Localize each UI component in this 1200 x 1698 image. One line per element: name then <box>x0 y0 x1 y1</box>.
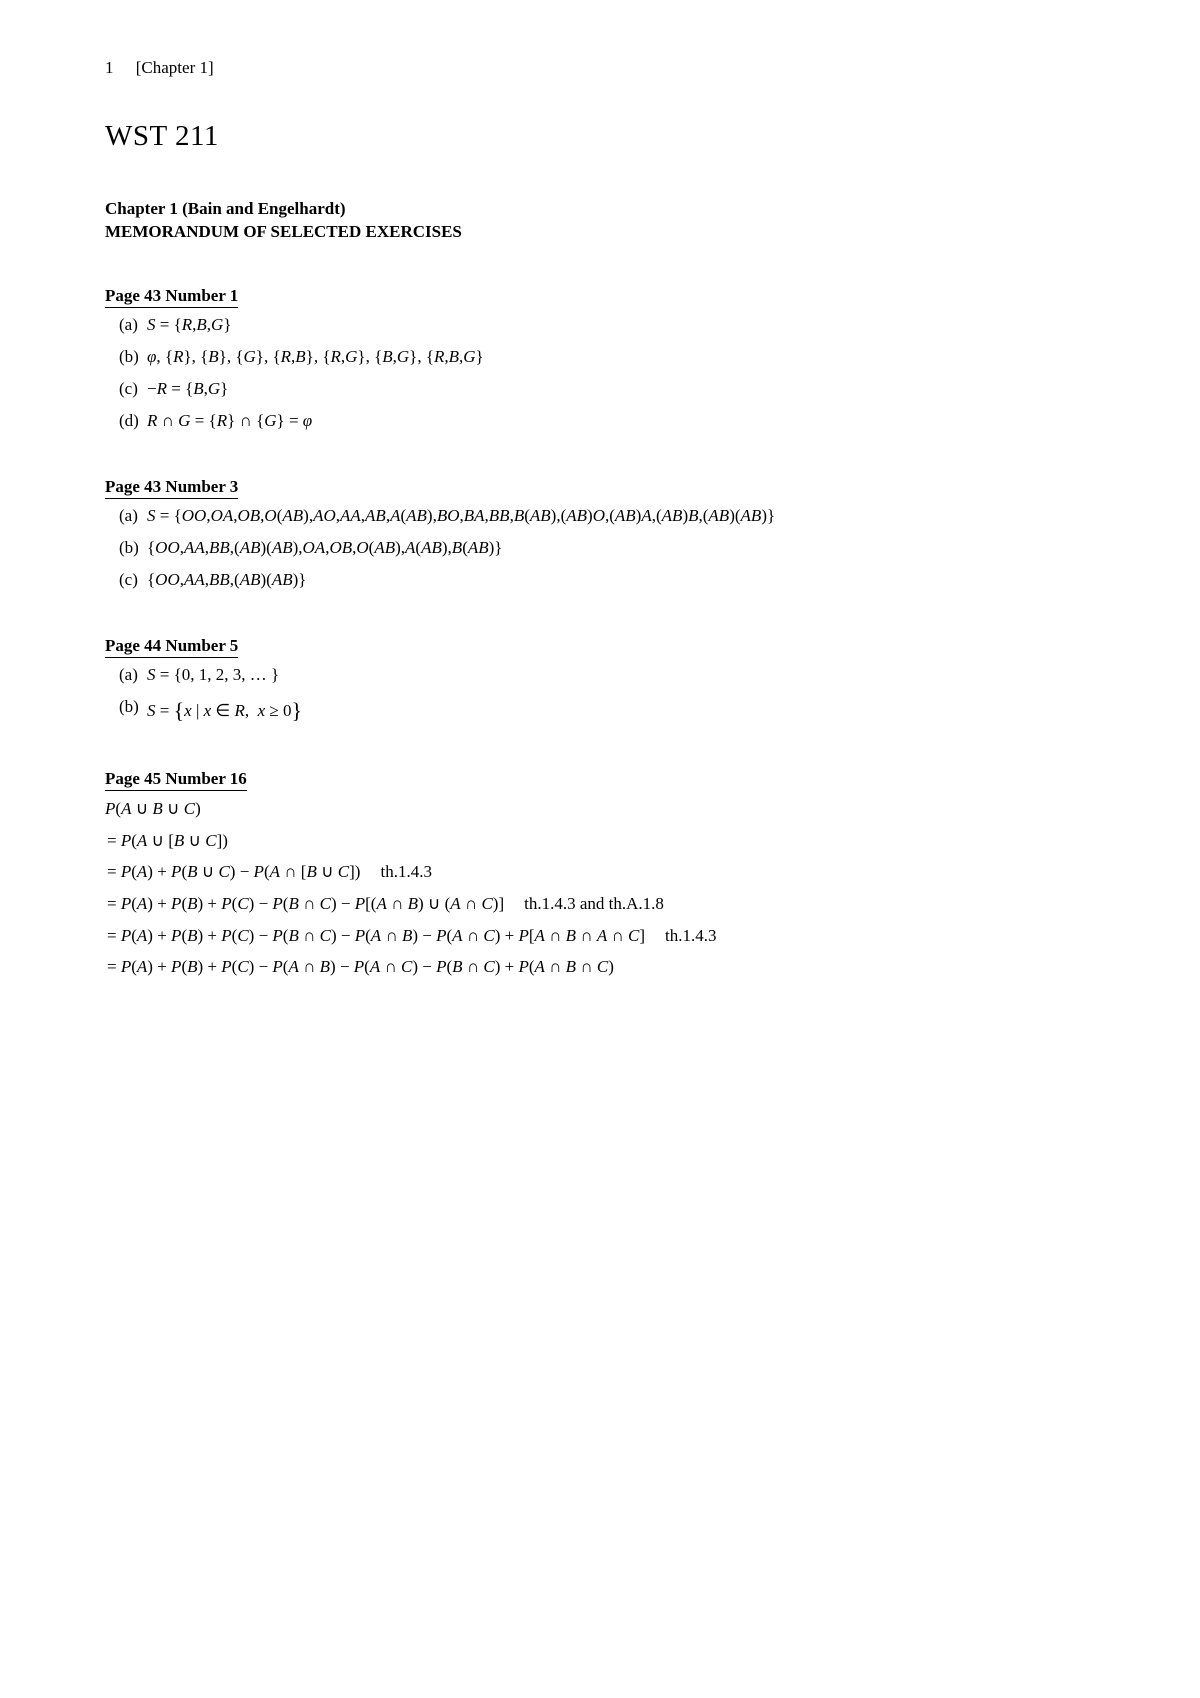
list-item: (a)S = {0, 1, 2, 3, … } <box>105 664 1100 687</box>
item-content: S = {R,B,G} <box>147 314 1100 337</box>
list-item: (a)S = {R,B,G} <box>105 314 1100 337</box>
section-heading: Page 45 Number 16 <box>105 769 247 791</box>
item-content: S = {OO,OA,OB,O(AB),AO,AA,AB,A(AB),BO,BA… <box>147 505 1100 528</box>
item-content: −R = {B,G} <box>147 378 1100 401</box>
proof-line: P(A ∪ B ∪ C) <box>105 797 1100 822</box>
item-label: (b) <box>105 346 147 369</box>
item-content: R ∩ G = {R} ∩ {G} = φ <box>147 410 1100 433</box>
proof-line: = P(A) + P(B) + P(C) − P(B ∩ C) − P[(A ∩… <box>105 892 1100 917</box>
item-label: (a) <box>105 664 147 687</box>
document-title: WST 211 <box>105 120 1100 153</box>
item-label: (c) <box>105 378 147 401</box>
section-heading: Page 43 Number 3 <box>105 477 238 499</box>
list-item: (a)S = {OO,OA,OB,O(AB),AO,AA,AB,A(AB),BO… <box>105 505 1100 528</box>
page-header: 1 [Chapter 1] <box>105 58 1100 78</box>
item-label: (d) <box>105 410 147 433</box>
proof-line: = P(A) + P(B) + P(C) − P(A ∩ B) − P(A ∩ … <box>105 955 1100 980</box>
page-number: 1 <box>105 58 114 77</box>
list-item: (b)S = {x | x ∈ R, x ≥ 0} <box>105 696 1100 726</box>
sections-container: Page 43 Number 1(a)S = {R,B,G}(b)φ, {R},… <box>105 286 1100 980</box>
chapter-title: Chapter 1 (Bain and Engelhardt) <box>105 199 1100 219</box>
section: Page 43 Number 3 (a)S = {OO,OA,OB,O(AB),A… <box>105 477 1100 592</box>
proof-line: = P(A) + P(B) + P(C) − P(B ∩ C) − P(A ∩ … <box>105 924 1100 949</box>
item-content: S = {0, 1, 2, 3, … } <box>147 664 1100 687</box>
section: Page 45 Number 16 P(A ∪ B ∪ C) = P(A ∪ [B … <box>105 769 1100 980</box>
memo-title: MEMORANDUM OF SELECTED EXERCISES <box>105 222 1100 242</box>
chapter-label: [Chapter 1] <box>136 58 214 77</box>
section-heading: Page 43 Number 1 <box>105 286 238 308</box>
proof-line: = P(A ∪ [B ∪ C]) <box>105 829 1100 854</box>
list-item: (d)R ∩ G = {R} ∩ {G} = φ <box>105 410 1100 433</box>
item-content: {OO,AA,BB,(AB)(AB),OA,OB,O(AB),A(AB),B(A… <box>147 537 1100 560</box>
item-label: (b) <box>105 696 147 719</box>
document-page: 1 [Chapter 1] WST 211 Chapter 1 (Bain an… <box>0 0 1200 1698</box>
section: Page 43 Number 1(a)S = {R,B,G}(b)φ, {R},… <box>105 286 1100 433</box>
proof-line: = P(A) + P(B ∪ C) − P(A ∩ [B ∪ C])th.1.4… <box>105 860 1100 885</box>
section-heading: Page 44 Number 5 <box>105 636 238 658</box>
list-item: (c){OO,AA,BB,(AB)(AB)} <box>105 569 1100 592</box>
item-label: (b) <box>105 537 147 560</box>
item-content: {OO,AA,BB,(AB)(AB)} <box>147 569 1100 592</box>
list-item: (c)−R = {B,G} <box>105 378 1100 401</box>
item-label: (a) <box>105 314 147 337</box>
list-item: (b)φ, {R}, {B}, {G}, {R,B}, {R,G}, {B,G}… <box>105 346 1100 369</box>
item-content: φ, {R}, {B}, {G}, {R,B}, {R,G}, {B,G}, {… <box>147 346 1100 369</box>
section: Page 44 Number 5(a)S = {0, 1, 2, 3, … }(… <box>105 636 1100 726</box>
item-label: (c) <box>105 569 147 592</box>
item-content: S = {x | x ∈ R, x ≥ 0} <box>147 696 1100 726</box>
item-label: (a) <box>105 505 147 528</box>
list-item: (b){OO,AA,BB,(AB)(AB),OA,OB,O(AB),A(AB),… <box>105 537 1100 560</box>
